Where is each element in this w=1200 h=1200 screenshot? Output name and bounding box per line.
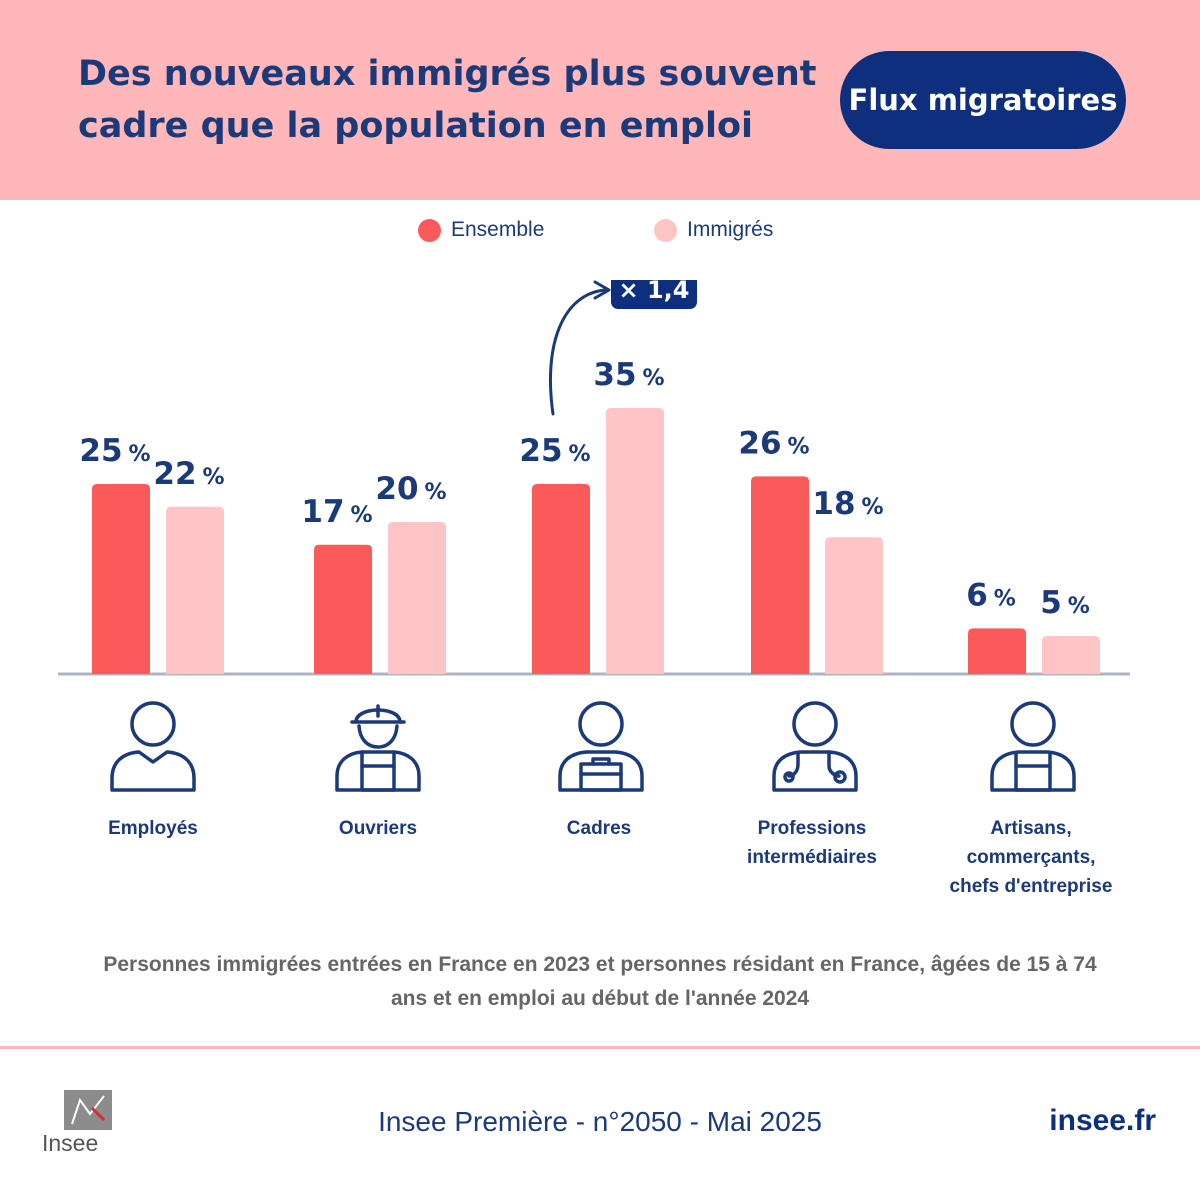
insee-logo: Insee xyxy=(42,1090,114,1162)
footer-divider xyxy=(0,1046,1200,1049)
bar-immigres-1 xyxy=(388,522,446,674)
chart-legend: Ensemble Immigrés xyxy=(0,214,1200,246)
employee-icon xyxy=(110,701,196,792)
bar-chart: 25 %22 %17 %20 %25 %35 %26 %18 %6% 5 %× 1,4 xyxy=(58,280,1130,676)
data-label-immigres-2: 35% xyxy=(593,357,664,393)
bar-ensemble-4 xyxy=(968,628,1026,674)
insee-logo-mark xyxy=(64,1090,112,1130)
manager-briefcase-icon xyxy=(558,701,644,792)
annotation-badge xyxy=(611,280,697,309)
category-label-employes: Employés xyxy=(108,818,198,839)
insee-logo-text: Insee xyxy=(42,1130,99,1156)
data-label-immigres-4: 5% xyxy=(1040,585,1090,621)
annotation-arrowhead xyxy=(593,280,611,300)
category-label-ouvriers: Ouvriers xyxy=(338,818,418,839)
category-label-cadres: Cadres xyxy=(566,818,632,839)
website-link[interactable]: insee.fr xyxy=(1049,1104,1156,1137)
doctor-stethoscope-icon xyxy=(772,701,858,792)
publication-reference: Insee Première - n°2050 - Mai 2025 xyxy=(378,1106,822,1137)
category-label-artisans: Artisans, commerçants, chefs d'entrepris… xyxy=(949,818,1113,897)
data-label-immigres-3: 18% xyxy=(812,486,883,522)
data-label-ensemble-1: 17% xyxy=(301,494,372,530)
legend-swatch-ensemble xyxy=(418,218,441,242)
data-label-immigres-1: 20% xyxy=(375,471,446,507)
legend-swatch-immigres xyxy=(654,218,677,242)
data-label-ensemble-2: 25% xyxy=(519,433,590,469)
data-label-ensemble-0: 25% xyxy=(79,433,150,469)
bar-immigres-4 xyxy=(1042,636,1100,674)
bar-ensemble-0 xyxy=(92,484,150,674)
legend-item-ensemble: Ensemble xyxy=(418,214,544,246)
annotation-label: × 1,4 xyxy=(619,280,690,304)
data-label-ensemble-3: 26% xyxy=(738,425,809,461)
bar-immigres-0 xyxy=(166,506,224,674)
header-banner: Des nouveaux immigrés plus souvent cadre… xyxy=(0,0,1200,200)
category-label-professions-intermediaires: Professions intermédiaires xyxy=(747,818,877,868)
annotation-arrow xyxy=(548,288,607,416)
data-label-ensemble-4: 6% xyxy=(966,577,1016,613)
data-label-immigres-0: 22% xyxy=(153,456,224,492)
topic-badge: Flux migratoires xyxy=(840,51,1126,149)
chart-caption: Personnes immigrées entrées en France en… xyxy=(103,953,1097,1010)
legend-label-ensemble: Ensemble xyxy=(451,218,545,241)
bar-ensemble-2 xyxy=(532,484,590,674)
worker-hardhat-icon xyxy=(335,704,421,792)
bar-immigres-2 xyxy=(606,408,664,674)
page-title: Des nouveaux immigrés plus souvent cadre… xyxy=(78,54,817,146)
legend-label-immigres: Immigrés xyxy=(687,218,774,241)
bar-ensemble-3 xyxy=(751,476,809,674)
craftsman-apron-icon xyxy=(990,701,1076,792)
bar-immigres-3 xyxy=(825,537,883,674)
legend-item-immigres: Immigrés xyxy=(654,214,773,246)
bar-ensemble-1 xyxy=(314,544,372,674)
